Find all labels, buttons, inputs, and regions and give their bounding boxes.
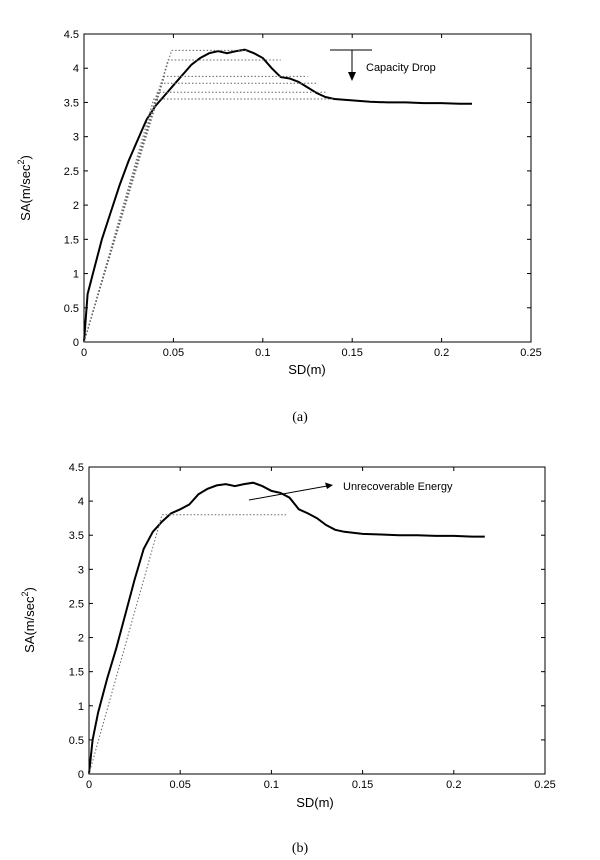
x-tick-label: 0.1 xyxy=(264,779,279,791)
capacity-drop-annotation: Capacity Drop xyxy=(366,62,436,74)
y-axis-label-close: ) xyxy=(22,587,37,591)
y-tick-label: 3.5 xyxy=(69,530,84,542)
x-tick-label: 0.05 xyxy=(163,347,184,359)
y-tick-label: 1.5 xyxy=(64,234,79,246)
y-tick-label: 1.5 xyxy=(69,667,84,679)
unrecoverable-energy-arrow-shaft xyxy=(248,485,328,501)
x-tick-label: 0.25 xyxy=(534,779,555,791)
y-axis-label-superscript: 2 xyxy=(20,591,30,596)
arrow-right-icon xyxy=(325,482,333,489)
y-tick-label: 2 xyxy=(73,200,79,212)
bilinear-idealization-line xyxy=(83,98,335,343)
y-tick-label: 3.5 xyxy=(64,97,79,109)
y-axis-label: SA(m/sec2) xyxy=(20,587,37,653)
capacity-curve xyxy=(83,48,472,343)
unrecoverable-energy-annotation: Unrecoverable Energy xyxy=(343,481,453,493)
x-tick-label: 0.2 xyxy=(446,779,461,791)
y-tick-label: 0 xyxy=(78,769,84,781)
y-axis-label-close: ) xyxy=(18,155,33,159)
capacity-curve xyxy=(88,481,485,775)
y-tick-label: 4 xyxy=(73,63,79,75)
y-tick-label: 3 xyxy=(78,564,84,576)
bilinear-idealization-line xyxy=(83,75,308,343)
y-tick-label: 1 xyxy=(73,269,79,281)
x-axis-label: SD(m) xyxy=(296,795,334,810)
arrow-down-icon xyxy=(348,72,356,81)
y-tick-label: 1 xyxy=(78,701,84,713)
y-tick-label: 4.5 xyxy=(64,29,79,41)
plot-frame xyxy=(88,466,546,775)
bilinear-idealization-line xyxy=(83,91,326,343)
y-tick-label: 4 xyxy=(78,496,84,508)
y-axis-label-base: SA(m/sec xyxy=(22,596,37,653)
y-tick-label: 3 xyxy=(73,132,79,144)
y-tick-label: 2.5 xyxy=(69,598,84,610)
y-axis-label: SA(m/sec2) xyxy=(16,155,33,221)
y-axis-label-superscript: 2 xyxy=(16,159,26,164)
x-tick-label: 0 xyxy=(81,347,87,359)
y-axis-label-base: SA(m/sec xyxy=(18,164,33,221)
bilinear-idealization-line xyxy=(83,82,317,343)
x-tick-label: 0 xyxy=(86,779,92,791)
plot-frame xyxy=(83,33,532,343)
x-tick-label: 0.2 xyxy=(434,347,449,359)
y-tick-label: 4.5 xyxy=(69,462,84,474)
x-tick-label: 0.1 xyxy=(255,347,270,359)
y-tick-label: 0.5 xyxy=(64,303,79,315)
panel-caption: (a) xyxy=(292,410,308,425)
panel-caption: (b) xyxy=(292,841,309,856)
y-tick-label: 0.5 xyxy=(69,735,84,747)
y-tick-label: 2 xyxy=(78,633,84,645)
x-tick-label: 0.15 xyxy=(341,347,362,359)
x-tick-label: 0.05 xyxy=(169,779,190,791)
chart-panel-a: 0 0.05 0.1 0.15 0.2 0.25 0 0.5 1 1.5 2 2.5 3 3.5 4 4.5 S… xyxy=(16,29,542,377)
bilinear-idealization-line xyxy=(88,514,286,775)
chart-panel-b: 0 0.05 0.1 0.15 0.2 0.25 0 0.5 1 1.5 2 2.5 3 3.5 4 4.5 S… xyxy=(20,462,556,810)
x-axis-label: SD(m) xyxy=(288,362,326,377)
y-tick-label: 0 xyxy=(73,337,79,349)
y-tick-label: 2.5 xyxy=(64,166,79,178)
x-tick-label: 0.25 xyxy=(520,347,541,359)
x-tick-label: 0.15 xyxy=(352,779,373,791)
